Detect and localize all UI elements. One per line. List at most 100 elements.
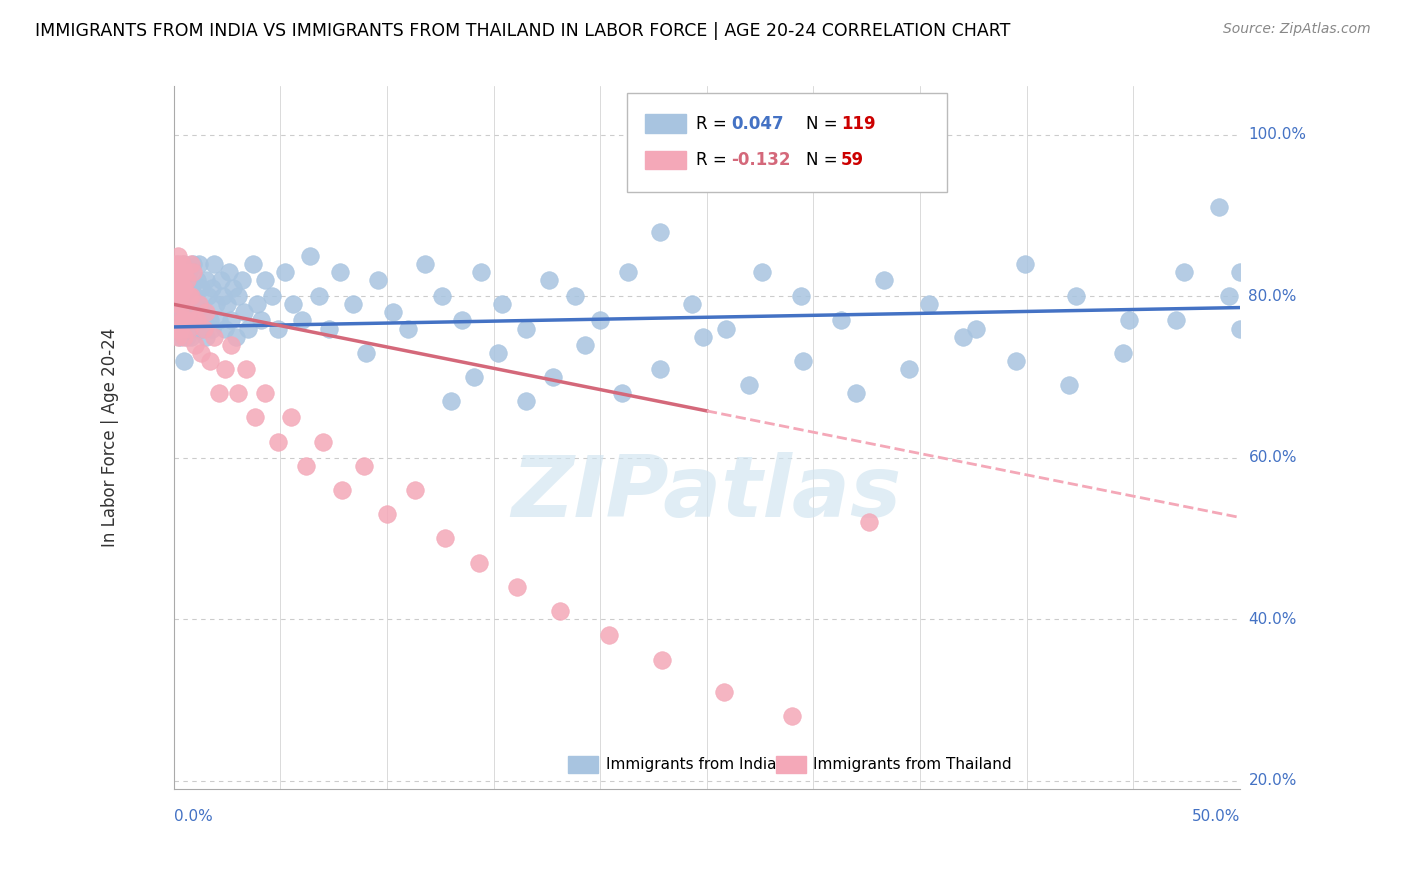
Point <box>1118 313 1140 327</box>
Point <box>917 297 939 311</box>
Point <box>215 297 238 311</box>
Point <box>165 297 187 311</box>
Point <box>273 265 295 279</box>
Point <box>188 297 211 311</box>
Point <box>173 329 195 343</box>
Point <box>169 289 191 303</box>
Point <box>375 508 398 522</box>
Point <box>299 249 322 263</box>
Point <box>589 313 612 327</box>
Text: N =: N = <box>806 114 842 133</box>
Point <box>173 281 195 295</box>
Point <box>181 265 204 279</box>
Point <box>246 297 269 311</box>
Point <box>169 273 191 287</box>
Point <box>543 370 565 384</box>
Point <box>197 289 219 303</box>
Point <box>965 321 987 335</box>
Point <box>1164 313 1187 327</box>
Text: R =: R = <box>696 114 733 133</box>
Point <box>243 410 266 425</box>
Text: In Labor Force | Age 20-24: In Labor Force | Age 20-24 <box>101 328 118 547</box>
FancyBboxPatch shape <box>627 94 946 192</box>
Point <box>404 483 426 497</box>
Point <box>382 305 405 319</box>
Point <box>713 685 735 699</box>
Point <box>169 321 191 335</box>
Text: 80.0%: 80.0% <box>1249 289 1296 304</box>
Text: Immigrants from Thailand: Immigrants from Thailand <box>814 757 1012 772</box>
Point <box>291 313 314 327</box>
Point <box>226 289 249 303</box>
Text: Immigrants from India: Immigrants from India <box>606 757 776 772</box>
Point <box>751 265 773 279</box>
Point <box>201 281 224 295</box>
Point <box>181 313 204 327</box>
Point <box>1208 201 1230 215</box>
Point <box>169 305 191 319</box>
Point <box>242 257 264 271</box>
Point <box>176 273 198 287</box>
Point <box>167 257 190 271</box>
Point <box>221 313 243 327</box>
Point <box>173 354 195 368</box>
Point <box>165 265 187 279</box>
Point <box>1218 289 1240 303</box>
Point <box>367 273 389 287</box>
Point <box>167 313 190 327</box>
Point <box>167 297 190 311</box>
Point <box>329 265 352 279</box>
Point <box>211 289 233 303</box>
Text: -0.132: -0.132 <box>731 151 790 169</box>
Point <box>515 321 537 335</box>
Text: Source: ZipAtlas.com: Source: ZipAtlas.com <box>1223 22 1371 37</box>
Point <box>260 289 283 303</box>
Point <box>186 313 208 327</box>
Point <box>184 321 207 335</box>
Point <box>194 329 217 343</box>
Point <box>169 273 191 287</box>
Point <box>190 321 212 335</box>
Point <box>342 297 364 311</box>
Bar <box>645 114 686 133</box>
Point <box>354 345 377 359</box>
Point <box>450 313 472 327</box>
Point <box>318 321 340 335</box>
Point <box>176 305 198 319</box>
Point <box>574 337 596 351</box>
Point <box>415 257 437 271</box>
Point <box>207 386 229 401</box>
Point <box>180 329 202 343</box>
Point <box>167 281 190 295</box>
Point <box>1064 289 1087 303</box>
Text: 40.0%: 40.0% <box>1249 612 1296 627</box>
Point <box>692 329 714 343</box>
Point <box>186 305 208 319</box>
Point <box>173 281 195 295</box>
Point <box>177 265 200 279</box>
Point <box>1173 265 1195 279</box>
Point <box>231 273 253 287</box>
Point <box>180 257 202 271</box>
Point <box>537 273 560 287</box>
Point <box>780 709 803 723</box>
Point <box>214 362 236 376</box>
Point <box>194 305 217 319</box>
Point <box>172 321 194 335</box>
Point <box>491 297 513 311</box>
Point <box>190 345 212 359</box>
Point <box>858 516 880 530</box>
Point <box>396 321 419 335</box>
Text: IMMIGRANTS FROM INDIA VS IMMIGRANTS FROM THAILAND IN LABOR FORCE | AGE 20-24 COR: IMMIGRANTS FROM INDIA VS IMMIGRANTS FROM… <box>35 22 1011 40</box>
Point <box>548 604 571 618</box>
Point <box>173 313 195 327</box>
Point <box>1014 257 1036 271</box>
Text: N =: N = <box>806 151 842 169</box>
Point <box>221 337 243 351</box>
Point <box>470 265 492 279</box>
Point <box>184 337 207 351</box>
Point <box>188 257 211 271</box>
Point <box>267 321 290 335</box>
Point <box>830 313 852 327</box>
Bar <box>645 151 686 169</box>
